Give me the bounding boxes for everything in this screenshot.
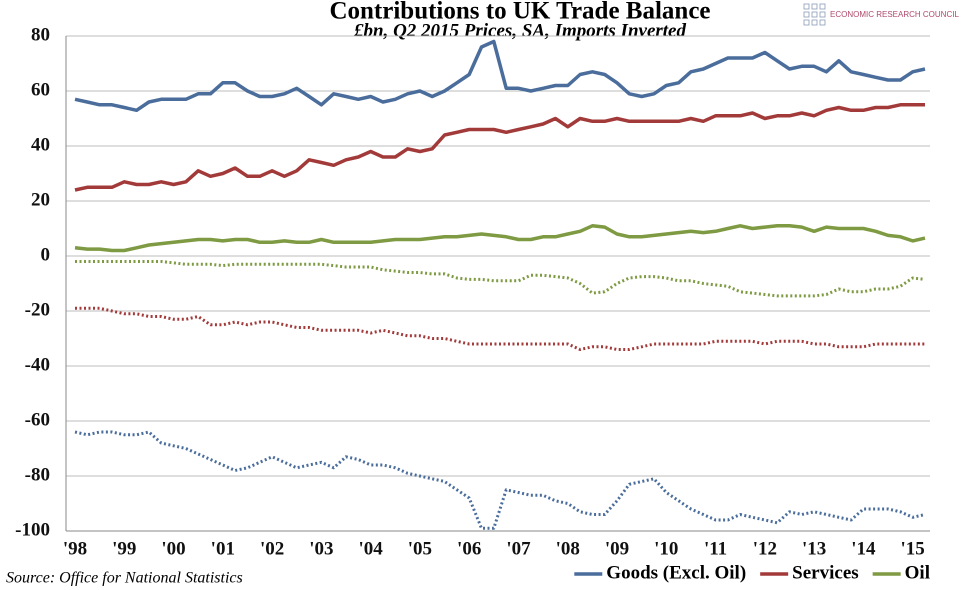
export-line — [74, 39, 926, 113]
import-line — [75, 260, 926, 298]
y-tick-label: -40 — [25, 354, 50, 375]
x-tick-label: '13 — [802, 538, 826, 559]
y-tick-label: 60 — [31, 79, 50, 100]
x-tick-label: '09 — [605, 538, 629, 559]
x-tick-label: '14 — [851, 538, 876, 559]
y-tick-label: 20 — [31, 189, 50, 210]
x-tick-label: '04 — [359, 538, 384, 559]
import-line — [74, 430, 926, 530]
x-tick-label: '10 — [654, 538, 678, 559]
chart-title: Contributions to UK Trade Balance — [329, 0, 710, 25]
plot-area — [65, 35, 930, 532]
x-tick-label: '12 — [753, 538, 777, 559]
y-tick-label: 40 — [31, 134, 50, 155]
legend: Goods (Excl. Oil) Services Oil — [574, 562, 930, 583]
export-line — [74, 103, 925, 192]
y-tick-label: -100 — [15, 519, 50, 540]
x-tick-label: '00 — [161, 538, 185, 559]
legend-label: Services — [792, 562, 858, 583]
logo-text: ECONOMIC RESEARCH COUNCIL — [830, 10, 959, 19]
export-line — [74, 224, 926, 253]
x-tick-label: '02 — [260, 538, 284, 559]
y-tick-label: -60 — [25, 409, 50, 430]
y-tick-label: -20 — [25, 299, 50, 320]
y-tick-label: 80 — [31, 24, 50, 45]
x-tick-label: '06 — [457, 538, 481, 559]
legend-label: Goods (Excl. Oil) — [606, 562, 746, 583]
x-tick-label: '99 — [112, 538, 136, 559]
y-tick-label: 0 — [41, 244, 51, 265]
y-tick-label: -80 — [25, 464, 50, 485]
x-tick-label: '01 — [211, 538, 235, 559]
legend-label: Oil — [905, 562, 930, 583]
chart-subtitle: £bn, Q2 2015 Prices, SA, Imports Inverte… — [353, 20, 686, 41]
x-tick-label: '98 — [63, 538, 87, 559]
x-tick-label: '07 — [506, 538, 531, 559]
logo-icon — [803, 3, 826, 26]
x-tick-label: '11 — [704, 538, 727, 559]
source: Source: Office for National Statistics — [6, 570, 243, 587]
x-tick-label: '03 — [309, 538, 333, 559]
import-line — [75, 306, 925, 351]
x-tick-label: '05 — [408, 538, 432, 559]
x-tick-label: '08 — [556, 538, 580, 559]
x-tick-label: '15 — [901, 538, 925, 559]
